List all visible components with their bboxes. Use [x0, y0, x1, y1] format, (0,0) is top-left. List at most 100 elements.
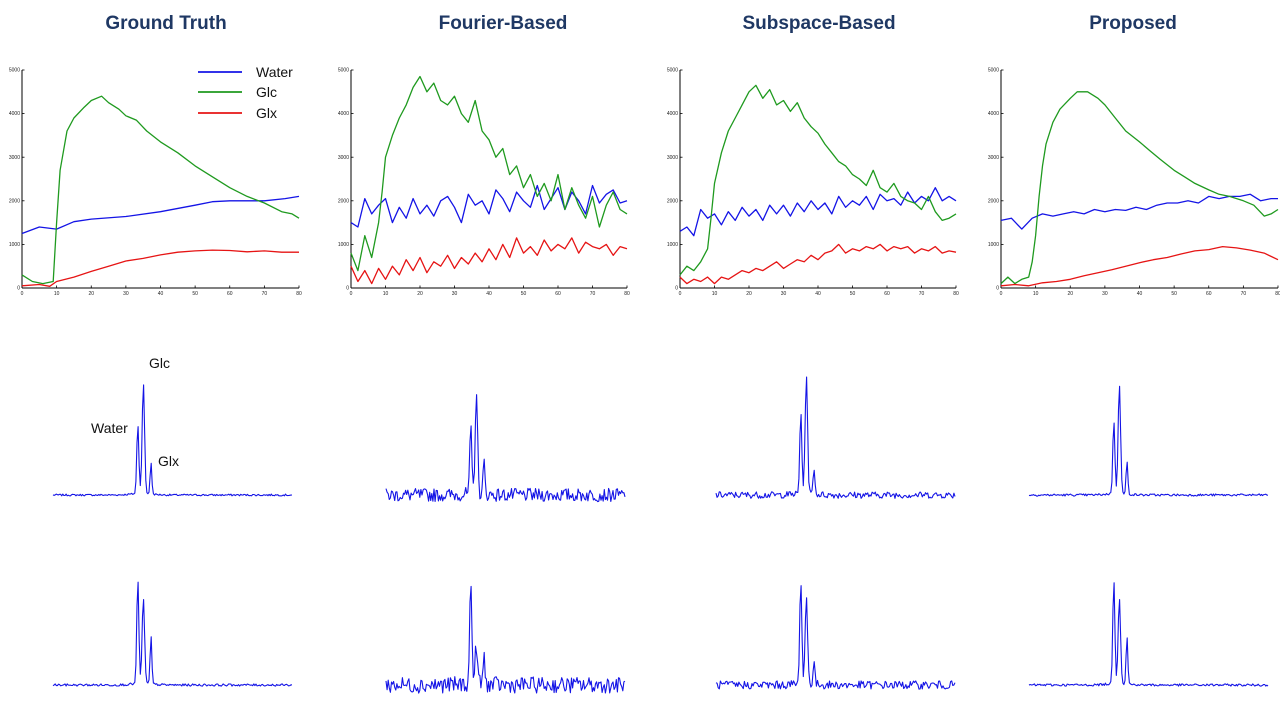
series-line-glx — [679, 243, 957, 285]
x-tick-label: 20 — [746, 291, 752, 297]
y-tick-label: 1000 — [988, 242, 999, 248]
x-tick-label: 60 — [884, 291, 890, 297]
y-tick-label: 5000 — [667, 68, 678, 74]
y-tick-label: 3000 — [988, 155, 999, 161]
x-tick-label: 80 — [624, 291, 630, 297]
time-course-panel-subspace-based: 0 1000 2000 3000 4000 5000 0 10 20 30 40 50 60 70 80 — [667, 68, 959, 297]
series-line-glx — [350, 237, 628, 285]
x-tick-label: 50 — [1171, 291, 1177, 297]
y-tick-label: 3000 — [9, 155, 20, 161]
legend-label: Glx — [256, 105, 277, 121]
column-title-subspace-based: Subspace-Based — [742, 13, 895, 34]
y-tick-label: 3000 — [338, 155, 349, 161]
legend-item-water: Water — [198, 64, 293, 80]
y-tick-label: 5000 — [338, 68, 349, 74]
series-line-water — [21, 195, 300, 235]
x-tick-label: 70 — [919, 291, 925, 297]
spectrum-line-subspace-based-row-2 — [715, 585, 956, 690]
x-tick-label: 80 — [1275, 291, 1280, 297]
x-tick-label: 0 — [21, 291, 24, 297]
x-tick-label: 0 — [350, 291, 353, 297]
y-tick-label: 4000 — [667, 111, 678, 117]
y-tick-label: 2000 — [338, 198, 349, 204]
x-tick-label: 70 — [1241, 291, 1247, 297]
column-title-fourier-based: Fourier-Based — [439, 13, 568, 34]
legend: Water Glc Glx — [198, 64, 293, 121]
x-tick-label: 70 — [590, 291, 596, 297]
series-line-glx — [1000, 245, 1279, 287]
time-course-panel-fourier-based: 0 1000 2000 3000 4000 5000 0 10 20 30 40 50 60 70 80 — [338, 68, 630, 297]
x-tick-label: 10 — [54, 291, 60, 297]
peak-label-glx: Glx — [158, 453, 179, 469]
y-tick-label: 1000 — [9, 242, 20, 248]
x-tick-label: 40 — [1137, 291, 1143, 297]
column-title-ground-truth: Ground Truth — [105, 13, 226, 34]
series-line-glc — [350, 75, 628, 272]
y-tick-label: 4000 — [9, 111, 20, 117]
time-course-panel-ground-truth: 0 1000 2000 3000 4000 5000 0 10 20 30 40 50 60 70 80 — [9, 68, 302, 297]
y-tick-label: 1000 — [667, 242, 678, 248]
spectrum-line-fourier-based-row-1 — [385, 394, 626, 503]
spectrum-line-ground-truth-row-1 — [52, 384, 293, 497]
time-course-panel-proposed: 0 1000 2000 3000 4000 5000 0 10 20 30 40 50 60 70 80 — [988, 68, 1280, 297]
y-tick-label: 2000 — [667, 198, 678, 204]
x-tick-label: 40 — [815, 291, 821, 297]
peak-annotations: Glc Water Glx — [91, 355, 179, 469]
x-tick-label: 30 — [123, 291, 129, 297]
y-tick-label: 0 — [675, 286, 678, 292]
x-tick-label: 50 — [192, 291, 198, 297]
y-tick-label: 5000 — [9, 68, 20, 74]
x-tick-label: 20 — [1067, 291, 1073, 297]
x-tick-label: 60 — [1206, 291, 1212, 297]
y-tick-label: 0 — [346, 286, 349, 292]
x-tick-label: 30 — [781, 291, 787, 297]
y-tick-label: 0 — [996, 286, 999, 292]
y-tick-label: 0 — [17, 286, 20, 292]
series-line-glc — [679, 84, 957, 276]
x-tick-label: 50 — [850, 291, 856, 297]
x-tick-label: 0 — [679, 291, 682, 297]
x-tick-label: 80 — [296, 291, 302, 297]
x-tick-label: 0 — [1000, 291, 1003, 297]
x-tick-label: 40 — [486, 291, 492, 297]
peak-label-glc: Glc — [149, 355, 170, 371]
y-tick-label: 2000 — [9, 198, 20, 204]
x-tick-label: 30 — [1102, 291, 1108, 297]
spectrum-line-ground-truth-row-2 — [52, 581, 293, 687]
legend-label: Glc — [256, 84, 277, 100]
x-tick-label: 60 — [227, 291, 233, 297]
y-tick-label: 3000 — [667, 155, 678, 161]
spectrum-line-subspace-based-row-1 — [715, 376, 956, 499]
column-title-proposed: Proposed — [1089, 13, 1177, 34]
spectrum-line-proposed-row-1 — [1028, 385, 1269, 497]
x-tick-label: 10 — [1033, 291, 1039, 297]
series-line-water — [679, 187, 957, 237]
y-tick-label: 1000 — [338, 242, 349, 248]
series-line-water — [1000, 193, 1278, 230]
x-tick-label: 70 — [262, 291, 268, 297]
series-line-water — [350, 184, 628, 228]
spectra-panels — [52, 376, 1269, 694]
x-tick-label: 40 — [158, 291, 164, 297]
series-line-glx — [21, 249, 299, 287]
x-tick-label: 50 — [521, 291, 527, 297]
y-tick-label: 4000 — [988, 111, 999, 117]
y-tick-label: 4000 — [338, 111, 349, 117]
y-tick-label: 5000 — [988, 68, 999, 74]
series-line-glc — [1000, 91, 1279, 285]
peak-label-water: Water — [91, 420, 128, 436]
x-tick-label: 20 — [417, 291, 423, 297]
y-tick-label: 2000 — [988, 198, 999, 204]
x-tick-label: 30 — [452, 291, 458, 297]
x-tick-label: 80 — [953, 291, 959, 297]
legend-item-glx: Glx — [198, 105, 277, 121]
x-tick-label: 10 — [383, 291, 389, 297]
x-tick-label: 60 — [555, 291, 561, 297]
column-titles: Ground Truth Fourier-Based Subspace-Base… — [105, 13, 1177, 34]
spectrum-line-fourier-based-row-2 — [385, 585, 626, 694]
x-tick-label: 20 — [88, 291, 94, 297]
series-line-glc — [21, 95, 300, 285]
legend-item-glc: Glc — [198, 84, 277, 100]
